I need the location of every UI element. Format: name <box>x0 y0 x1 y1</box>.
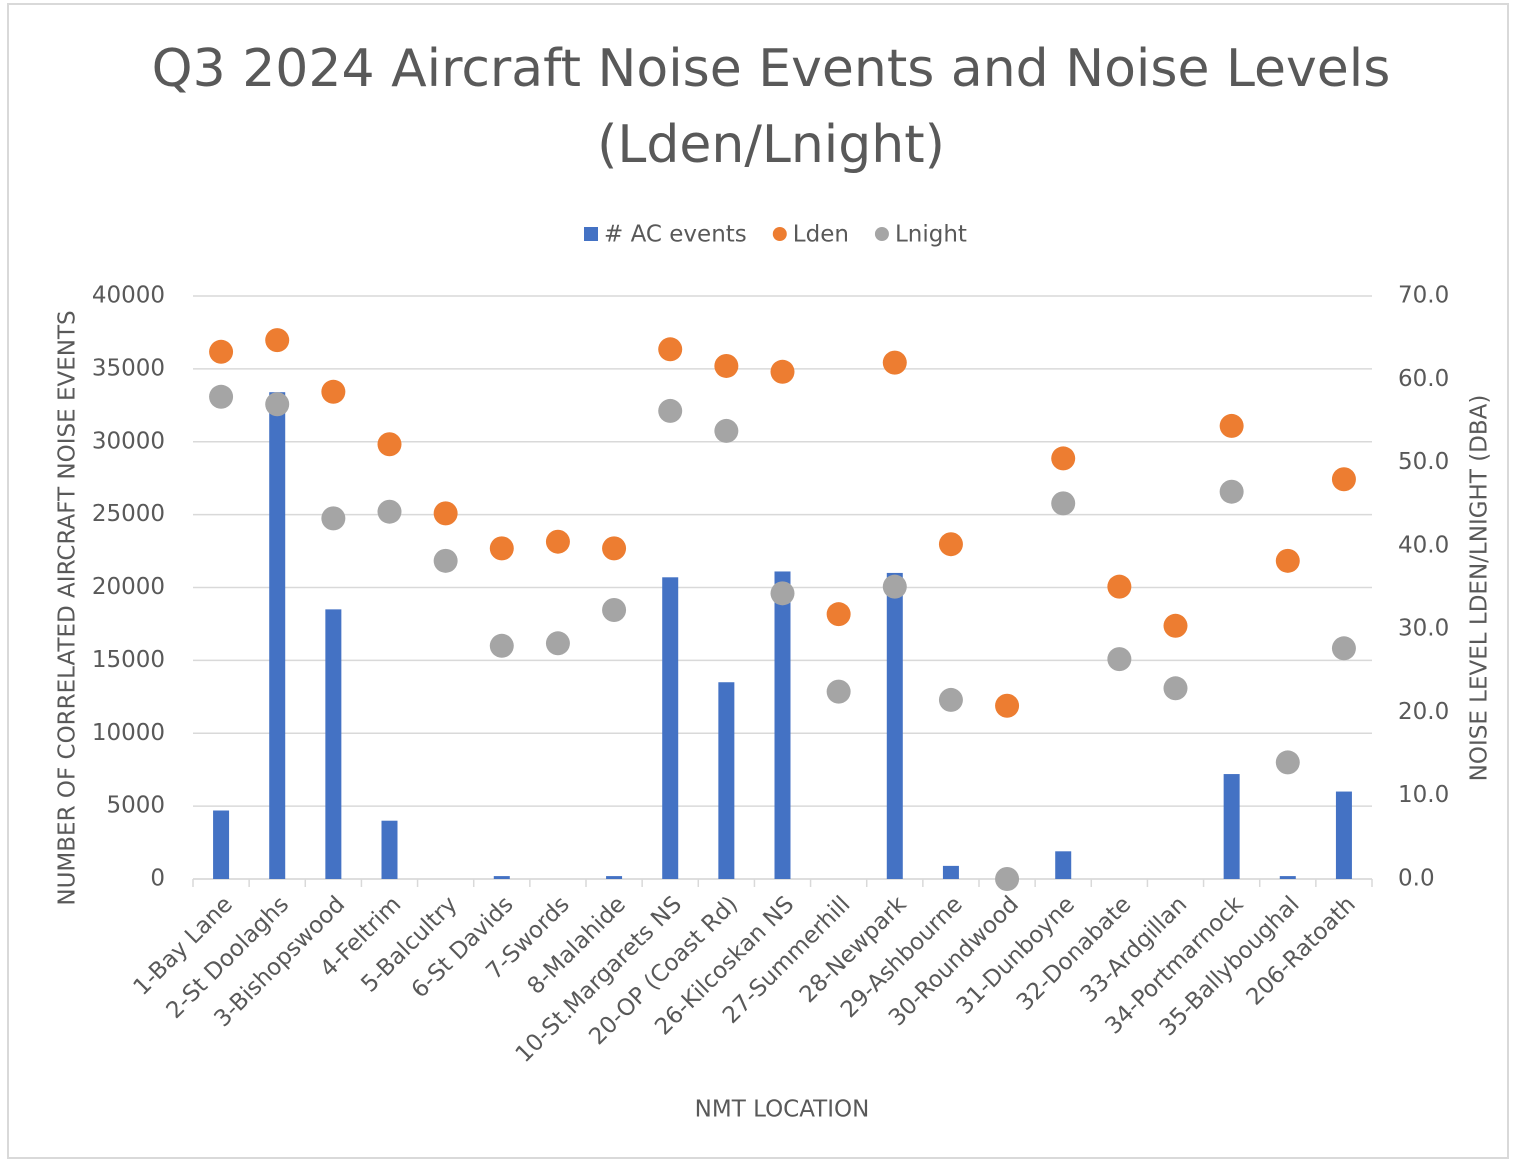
dot <box>1163 676 1188 701</box>
dot <box>377 499 402 524</box>
dot <box>826 679 851 704</box>
dot <box>1219 479 1244 504</box>
dot <box>377 432 402 457</box>
dot <box>1219 413 1244 438</box>
legend-swatch <box>874 227 889 241</box>
y2-tick-label: 50.0 <box>1398 449 1449 475</box>
dot <box>938 532 963 557</box>
legend-label: Lnight <box>895 222 967 248</box>
dot <box>995 867 1020 891</box>
dot <box>545 631 570 656</box>
dot <box>938 687 963 712</box>
chart-border <box>7 3 1509 1159</box>
y2-tick-label: 70.0 <box>1398 283 1449 309</box>
bar <box>942 865 959 879</box>
bar <box>886 572 903 879</box>
dot <box>658 337 683 362</box>
legend-swatch <box>772 227 787 241</box>
bar <box>269 392 286 879</box>
dot <box>1051 491 1076 516</box>
dot <box>658 398 683 423</box>
bar <box>1223 774 1240 879</box>
dot <box>1107 647 1132 672</box>
bar <box>606 876 623 879</box>
dot <box>770 581 795 606</box>
dot <box>209 339 234 364</box>
dot <box>545 529 570 554</box>
dot <box>602 536 627 561</box>
y-tick-label: 20000 <box>92 574 165 600</box>
bar <box>493 876 510 879</box>
dot <box>826 602 851 627</box>
x-axis-label: NMT LOCATION <box>695 1097 870 1123</box>
bar <box>381 820 398 879</box>
dot <box>714 353 739 378</box>
bar <box>1055 851 1072 879</box>
dot <box>209 384 234 409</box>
y2-tick-label: 40.0 <box>1398 532 1449 558</box>
bar <box>213 810 230 879</box>
dot <box>321 506 346 531</box>
dot <box>602 597 627 622</box>
y-tick-label: 40000 <box>92 283 165 309</box>
y-tick-label: 10000 <box>92 720 165 746</box>
y-tick-label: 30000 <box>92 428 165 454</box>
bar <box>718 682 735 879</box>
bar <box>1279 876 1296 879</box>
dot <box>995 693 1020 718</box>
legend-label: # AC events <box>604 222 747 248</box>
bar <box>325 609 342 879</box>
y-tick-label: 5000 <box>106 793 165 819</box>
chart-title: Q3 2024 Aircraft Noise Events and Noise … <box>152 39 1391 99</box>
dot <box>1275 750 1300 775</box>
dot <box>489 536 514 561</box>
legend-swatch <box>584 227 598 241</box>
dot <box>433 501 458 526</box>
dot <box>489 633 514 658</box>
y2-tick-label: 30.0 <box>1398 616 1449 642</box>
y2-tick-label: 0.0 <box>1398 866 1435 892</box>
dot <box>1163 613 1188 638</box>
dot <box>1107 574 1132 599</box>
bar <box>662 577 679 879</box>
dot <box>882 350 907 375</box>
legend-label: Lden <box>793 222 849 248</box>
y2-tick-label: 60.0 <box>1398 366 1449 392</box>
dot <box>265 392 290 417</box>
y-tick-label: 35000 <box>92 355 165 381</box>
dot <box>1051 446 1076 471</box>
y2-tick-label: 20.0 <box>1398 699 1449 725</box>
y-tick-label: 0 <box>150 866 165 892</box>
dot <box>1275 548 1300 573</box>
dot <box>265 328 290 353</box>
bar <box>774 571 791 879</box>
dot <box>1331 467 1356 492</box>
dot <box>714 418 739 443</box>
chart-title: (Lden/Lnight) <box>597 115 945 175</box>
dot <box>1331 636 1356 661</box>
y2-tick-label: 10.0 <box>1398 782 1449 808</box>
y-axis-label: NUMBER OF CORRELATED AIRCRAFT NOISE EVEN… <box>55 310 81 905</box>
y2-axis-label: NOISE LEVEL LDEN/LNIGHT (DBA) <box>1467 395 1493 782</box>
y-tick-label: 15000 <box>92 647 165 673</box>
y-tick-label: 25000 <box>92 501 165 527</box>
dot <box>770 359 795 384</box>
bar <box>1335 791 1352 879</box>
dot <box>882 574 907 599</box>
dot <box>433 548 458 573</box>
dot <box>321 379 346 404</box>
